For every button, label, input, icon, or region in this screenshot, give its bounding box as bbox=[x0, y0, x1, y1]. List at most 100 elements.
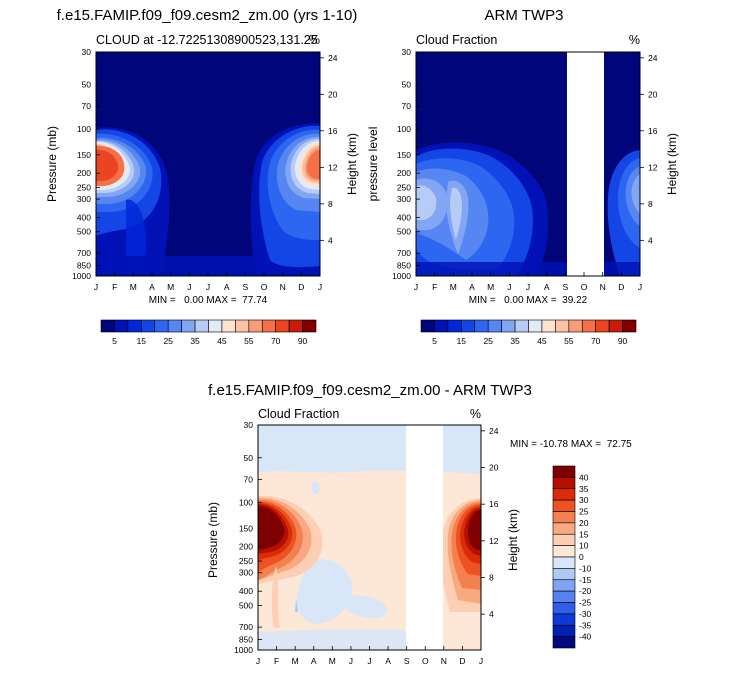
x-tick-label-S: S bbox=[404, 656, 410, 666]
height-tick-label: 24 bbox=[489, 426, 499, 436]
colorbar-swatch bbox=[552, 568, 576, 581]
x-tick-label-A: A bbox=[224, 282, 230, 292]
height-tick-label: 24 bbox=[648, 53, 658, 63]
pressure-tick-label: 700 bbox=[77, 248, 91, 258]
panel-model-ylabel: Pressure (mb) bbox=[45, 126, 59, 202]
panel-diff-title: f.e15.FAMIP.f09_f09.cesm2_zm.00 - ARM TW… bbox=[208, 382, 532, 399]
colorbar-label: 70 bbox=[271, 336, 281, 346]
height-tick-label: 16 bbox=[328, 126, 338, 136]
pressure-tick-label: 150 bbox=[239, 523, 253, 533]
colorbar-swatch bbox=[595, 319, 610, 333]
x-tick-label-F: F bbox=[112, 282, 117, 292]
colorbar-label: 40 bbox=[579, 472, 589, 482]
pressure-tick-label: 50 bbox=[82, 80, 92, 90]
pressure-tick-label: 70 bbox=[402, 101, 412, 111]
x-tick-label-S: S bbox=[242, 282, 248, 292]
x-tick-label-A: A bbox=[149, 282, 155, 292]
panel-diff: f.e15.FAMIP.f09_f09.cesm2_zm.00 - ARM TW… bbox=[206, 382, 632, 666]
colorbar-swatch bbox=[552, 522, 576, 535]
colorbar-swatch bbox=[552, 477, 576, 490]
pressure-tick-label: 30 bbox=[402, 47, 412, 57]
height-tick-label: 4 bbox=[489, 609, 494, 619]
x-tick-label-J: J bbox=[638, 282, 642, 292]
x-tick-label-A: A bbox=[311, 656, 317, 666]
x-tick-label-N: N bbox=[441, 656, 447, 666]
pressure-tick-label: 700 bbox=[397, 248, 411, 258]
contour-diff-negative-lower-2 bbox=[338, 595, 388, 619]
pressure-tick-label: 400 bbox=[77, 212, 91, 222]
pressure-tick-label: 250 bbox=[239, 556, 253, 566]
colorbar-swatch bbox=[552, 499, 576, 512]
pressure-tick-label: 500 bbox=[239, 601, 253, 611]
colorbar-swatch bbox=[261, 319, 276, 333]
colorbar-swatch bbox=[487, 319, 502, 333]
colorbar-label: -25 bbox=[579, 598, 592, 608]
colorbar-swatch bbox=[608, 319, 623, 333]
colorbar-label: 5 bbox=[432, 336, 437, 346]
colorbar-swatch bbox=[208, 319, 223, 333]
x-tick-label-F: F bbox=[274, 656, 279, 666]
height-tick-label: 16 bbox=[648, 126, 658, 136]
pressure-tick-label: 500 bbox=[77, 227, 91, 237]
panel-model-field bbox=[96, 52, 320, 276]
colorbar-swatch bbox=[447, 319, 462, 333]
pressure-tick-label: 150 bbox=[397, 150, 411, 160]
contour-diff-right-max bbox=[440, 498, 481, 612]
x-tick-label-M: M bbox=[167, 282, 174, 292]
colorbar-swatch bbox=[552, 613, 576, 626]
colorbar-swatch bbox=[167, 319, 182, 333]
contour-diff-negative-lower bbox=[296, 559, 353, 624]
colorbar-swatch bbox=[100, 319, 115, 333]
x-tick-label-F: F bbox=[432, 282, 437, 292]
x-tick-label-O: O bbox=[261, 282, 268, 292]
colorbar-swatch bbox=[275, 319, 290, 333]
x-tick-label-J: J bbox=[206, 282, 210, 292]
colorbar-swatch bbox=[248, 319, 263, 333]
pressure-tick-label: 250 bbox=[77, 182, 91, 192]
panel-diff-minmax: MIN = -10.78 MAX = 72.75 bbox=[510, 439, 632, 450]
colorbar-swatch bbox=[221, 319, 236, 333]
colorbar-swatch bbox=[552, 579, 576, 592]
x-tick-label-M: M bbox=[130, 282, 137, 292]
panel-obs-ylabel-right: Height (km) bbox=[665, 133, 679, 195]
pressure-tick-label: 70 bbox=[82, 101, 92, 111]
contour-obs-main bbox=[416, 142, 549, 276]
panel-model-minmax: MIN = 0.00 MAX = 77.74 bbox=[149, 295, 268, 306]
colorbar-swatch bbox=[127, 319, 142, 333]
pressure-tick-label: 30 bbox=[82, 47, 92, 57]
contour-right-max bbox=[250, 123, 320, 275]
colorbar-swatch bbox=[541, 319, 556, 333]
pressure-tick-label: 850 bbox=[239, 635, 253, 645]
contour-diff-left-max bbox=[258, 495, 323, 628]
colorbar-label: 35 bbox=[510, 336, 520, 346]
colorbar-swatch bbox=[181, 319, 196, 333]
x-tick-label-A: A bbox=[544, 282, 550, 292]
x-tick-label-J: J bbox=[94, 282, 98, 292]
pressure-tick-label: 400 bbox=[397, 212, 411, 222]
colorbar-swatch bbox=[235, 319, 250, 333]
colorbar-label: 45 bbox=[217, 336, 227, 346]
contour-diff-negative-spot bbox=[295, 598, 298, 612]
colorbar-swatch bbox=[288, 319, 303, 333]
x-tick-label-A: A bbox=[469, 282, 475, 292]
panel-diff-ylabel: Pressure (mb) bbox=[206, 502, 220, 578]
colorbar-swatch bbox=[552, 556, 576, 569]
colorbar-label: 35 bbox=[579, 484, 589, 494]
pressure-tick-label: 70 bbox=[244, 474, 254, 484]
height-tick-label: 8 bbox=[328, 199, 333, 209]
panel-model-ticks: J F M A M J J A S O N D J 30 50 70 100 150 200 250 300 400 500… bbox=[72, 47, 338, 292]
panel-obs-ticks: J F M A M J J A S O N D J 30 50 70 100 150 200 250 300 400 500… bbox=[392, 47, 658, 292]
pressure-tick-label: 150 bbox=[77, 150, 91, 160]
contour-diff-surface bbox=[258, 629, 406, 650]
colorbar-swatch bbox=[552, 590, 576, 603]
height-tick-label: 4 bbox=[648, 235, 653, 245]
x-tick-label-O: O bbox=[581, 282, 588, 292]
x-tick-label-M: M bbox=[292, 656, 299, 666]
x-tick-label-A: A bbox=[385, 656, 391, 666]
colorbar-swatch bbox=[552, 533, 576, 546]
x-tick-label-N: N bbox=[280, 282, 286, 292]
panel-diff-field bbox=[258, 425, 481, 650]
contour-obs-right bbox=[607, 150, 640, 276]
